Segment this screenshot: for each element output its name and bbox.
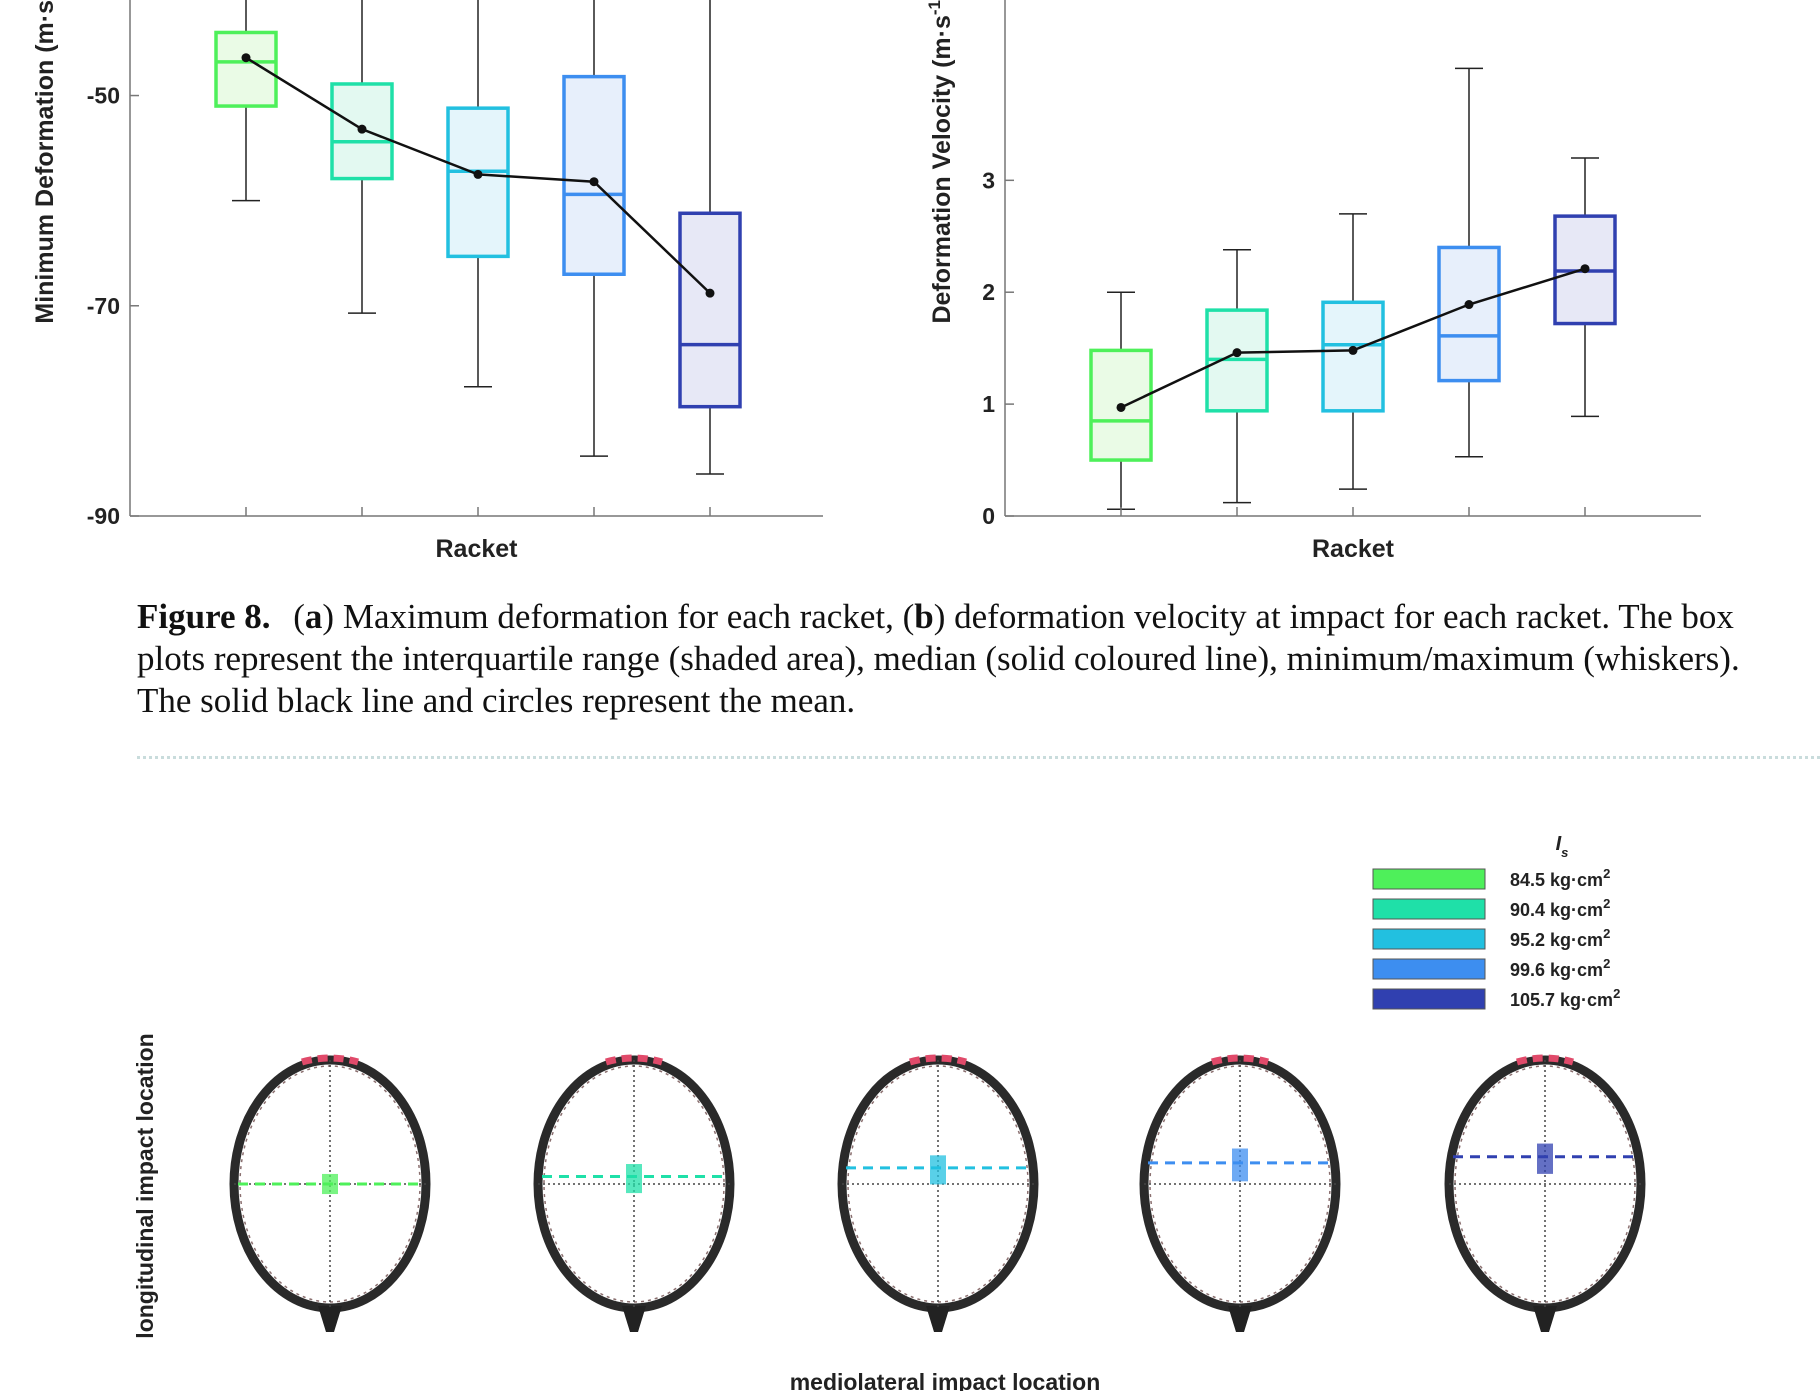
racket-top-guard [301,1054,359,1066]
mean-marker [473,169,483,179]
iqr-box [678,211,742,409]
iqr-box [562,74,626,276]
x-axis-label: Racket [436,535,519,563]
legend-title: Is [1556,833,1569,860]
racket-top-guard [909,1054,967,1066]
y-axis-label-main: Minimum Deformation (m·s [31,0,59,324]
caption-part-a-text: ) Maximum deformation for each racket, ( [322,597,915,636]
figure-caption: Figure 8. (a) Maximum deformation for ea… [137,596,1757,722]
legend-swatch [1372,868,1486,890]
legend-entry: 84.5 kg·cm2 [1510,866,1610,890]
racket-throat [1533,1306,1557,1332]
iqr-box [1089,348,1153,462]
legend-entry-superscript: 2 [1603,896,1610,911]
legend-swatch [1372,988,1486,1010]
racket-throat [318,1306,342,1332]
racket-throat [622,1306,646,1332]
mean-marker [1232,348,1242,358]
legend-swatch [1372,928,1486,950]
legend-title-main: I [1556,833,1562,855]
racket-head [837,1054,1039,1332]
racket-throat [926,1306,950,1332]
mean-marker [1116,402,1126,412]
iqr-box [1321,300,1385,413]
impact-area [626,1164,642,1194]
legend-entry-value: 84.5 kg·cm [1510,870,1603,890]
legend-title-sub: s [1561,845,1568,860]
panel-b-box-plot: 0 1 2 3 Racket Deformation Velocity (m·s-1 [925,0,1701,563]
impact-area [322,1173,338,1195]
racket-head [229,1054,431,1332]
racket-throat [1228,1306,1252,1332]
legend-entry-value: 105.7 kg·cm [1510,990,1613,1010]
legend-entry-superscript: 2 [1603,866,1610,881]
legend-entry: 95.2 kg·cm2 [1510,926,1610,950]
y-tick-label: -50 [87,83,120,109]
y-axis-label-main: Deformation Velocity (m·s [928,15,956,323]
mean-marker [1464,300,1474,310]
figure-label: Figure 8. [137,597,271,636]
x-axis-label: mediolateral impact location [790,1369,1101,1391]
legend-entry: 105.7 kg·cm2 [1510,986,1620,1010]
legend-entry-superscript: 2 [1603,956,1610,971]
caption-part-a-marker: a [304,597,323,636]
y-tick-label: -70 [87,293,120,319]
mean-marker [357,124,367,134]
legend-entry-superscript: 2 [1603,926,1610,941]
x-axis-label: Racket [1312,535,1395,563]
racket-head [1139,1054,1341,1332]
iqr-box [446,106,510,259]
mean-marker [1348,345,1358,355]
y-tick-label: 3 [982,167,995,193]
mean-marker [589,177,599,187]
racket-head [533,1054,735,1332]
y-axis-label-superscript: -1 [925,0,944,15]
plot-area [214,0,742,475]
impact-area [930,1155,946,1185]
legend-swatch [1372,898,1486,920]
impact-area [1537,1143,1553,1174]
iqr-box [1437,245,1501,383]
y-tick-label: 2 [982,279,995,305]
legend-entry: 99.6 kg·cm2 [1510,956,1610,980]
impact-area [1232,1148,1248,1182]
legend-swatch [1372,958,1486,980]
plot-area [1089,67,1617,511]
caption-rest: ) deformation velocity at impact for eac… [137,597,1740,720]
section-divider [137,756,1820,759]
panel-a-box-plot: -90 -70 -50 Racket Minimum Deformation (m·s [31,0,823,563]
mean-marker [1580,264,1590,274]
legend-entry-value: 99.6 kg·cm [1510,960,1603,980]
mean-marker [241,53,251,63]
legend-entry-value: 90.4 kg·cm [1510,900,1603,920]
racket-top-guard [1516,1054,1574,1066]
y-axis-label: Deformation Velocity (m·s-1 [925,0,956,324]
racket-head [1444,1054,1646,1332]
racket-top-guard [605,1054,663,1066]
legend-entry-superscript: 2 [1613,986,1620,1001]
y-tick-label: 1 [982,391,995,417]
mean-marker [705,288,715,298]
caption-text: (a) Maximum deformation for each racket,… [137,597,1740,720]
y-axis-label: longitudinal impact location [132,1033,158,1338]
y-tick-label: -90 [87,503,120,529]
caption-part-b-marker: b [914,597,934,636]
racket-top-guard [1211,1054,1269,1066]
y-axis-label: Minimum Deformation (m·s [31,0,59,324]
legend-entry: 90.4 kg·cm2 [1510,896,1610,920]
legend-entry-value: 95.2 kg·cm [1510,930,1603,950]
y-tick-label: 0 [982,503,995,529]
